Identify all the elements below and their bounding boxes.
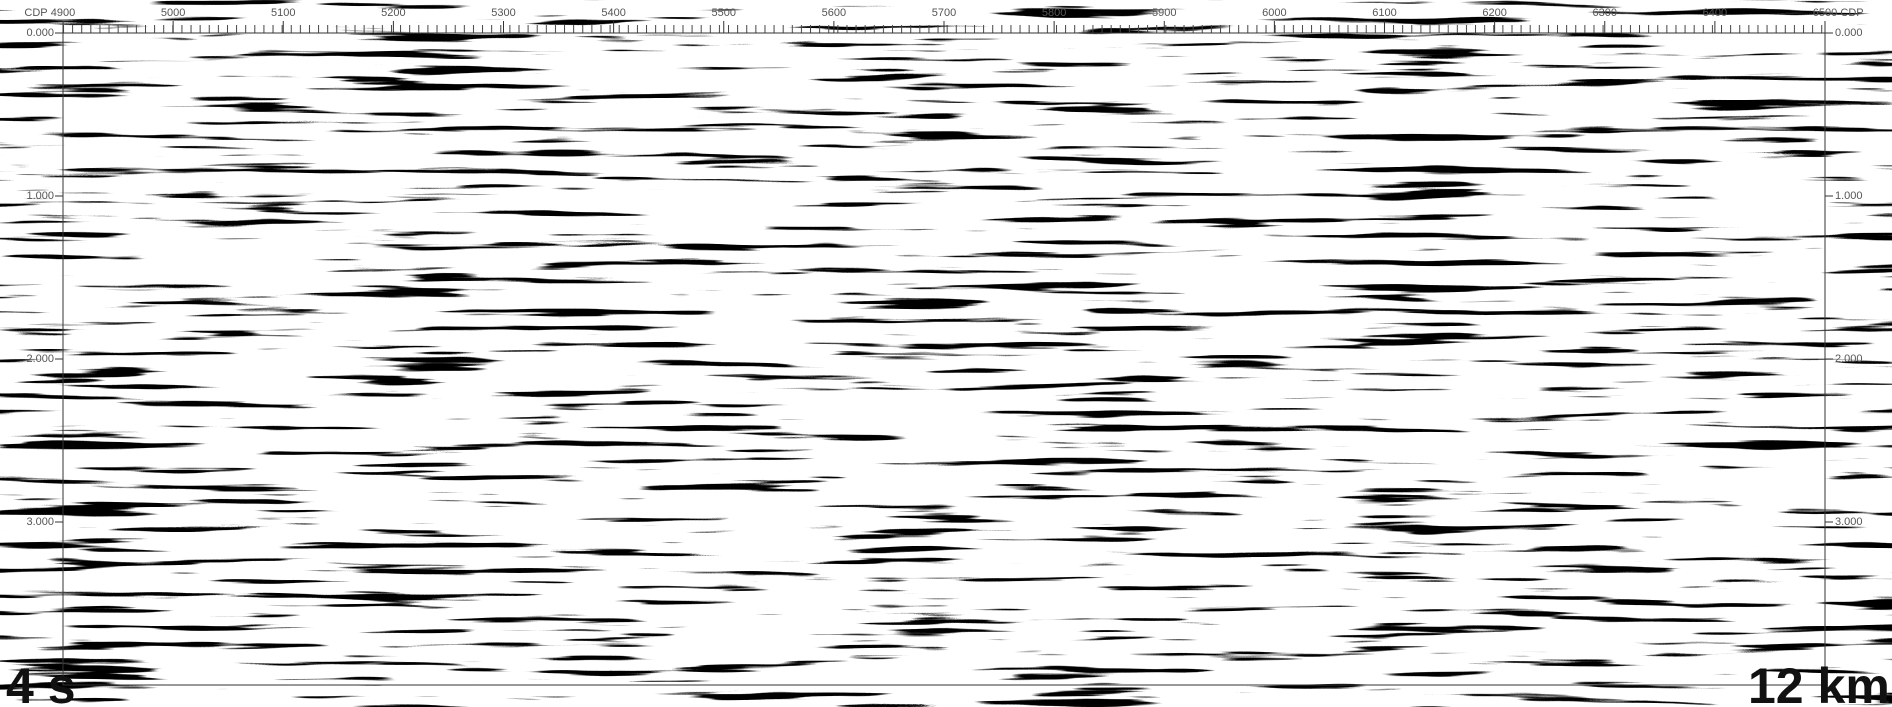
x-tick-label: 5200 — [381, 7, 405, 19]
x-tick-label: 5300 — [491, 7, 515, 19]
y-tick-label: 2.000 — [1835, 353, 1863, 365]
y-tick-label: 1.000 — [1835, 190, 1863, 202]
x-tick-label: 6300 — [1593, 7, 1617, 19]
x-tick-label: 5900 — [1152, 7, 1176, 19]
x-tick-label: 6100 — [1372, 7, 1396, 19]
y-tick-label: 2.000 — [26, 353, 54, 365]
x-axis-label: CDP — [24, 7, 47, 19]
x-tick-label: 6500 — [1813, 7, 1837, 19]
time-scale-label: 4 s — [6, 658, 76, 707]
x-tick-label: 5100 — [271, 7, 295, 19]
y-tick-label: 1.000 — [26, 190, 54, 202]
y-tick-label: 0.000 — [1835, 27, 1863, 39]
x-tick-label: 5800 — [1042, 7, 1066, 19]
y-tick-label: 0.000 — [26, 27, 54, 39]
seismic-texture — [63, 33, 1825, 685]
x-tick-label: 5400 — [601, 7, 625, 19]
y-tick-label: 3.000 — [26, 516, 54, 528]
y-tick-label: 3.000 — [1835, 516, 1863, 528]
x-tick-label: 4900 — [51, 7, 75, 19]
x-tick-label: 5500 — [712, 7, 736, 19]
x-tick-label: 5700 — [932, 7, 956, 19]
x-tick-label: 5000 — [161, 7, 185, 19]
x-tick-label: 6400 — [1703, 7, 1727, 19]
x-tick-label: 6000 — [1262, 7, 1286, 19]
x-axis-label: CDP — [1840, 7, 1863, 19]
x-tick-label: 5600 — [822, 7, 846, 19]
x-tick-label: 6200 — [1482, 7, 1506, 19]
distance-scale-label: 12 km — [1748, 658, 1890, 707]
